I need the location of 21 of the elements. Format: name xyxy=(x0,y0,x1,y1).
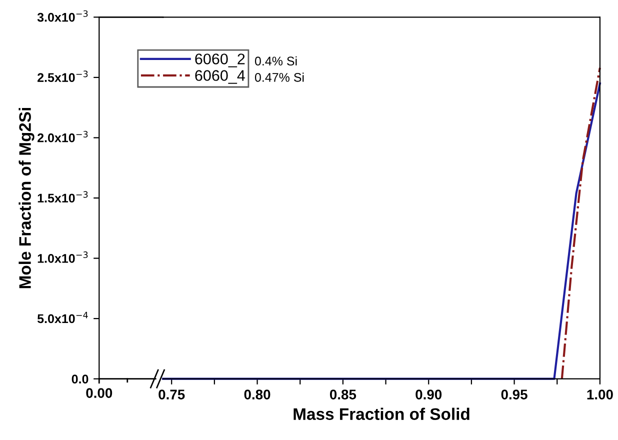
x-tick-label: 1.00 xyxy=(587,390,613,400)
x-tick-label: 0.95 xyxy=(501,390,528,400)
x-tick-label: 0.85 xyxy=(330,390,356,400)
y-tick-label: 5.0x10$^{−4}$ xyxy=(37,312,88,324)
x-tick-label: 0.75 xyxy=(158,390,185,400)
x-tick-label: 0.80 xyxy=(244,390,270,400)
y-tick-label: 3.0x10$^{−3}$ xyxy=(37,10,88,22)
x-axis-title: Mass Fraction of Solid xyxy=(294,408,470,420)
x-tick-label: 0.90 xyxy=(416,390,442,400)
line-series xyxy=(560,66,601,380)
y-tick-label: 2.5x10$^{−3}$ xyxy=(38,70,88,82)
y-tick-label: 1.5x10$^{−3}$ xyxy=(38,191,88,203)
annotation: 0.47% Si xyxy=(254,72,304,82)
y-tick-label: 0.0 xyxy=(72,374,88,384)
text: 0.00 xyxy=(86,388,112,398)
annotation: 0.4% Si xyxy=(254,56,297,66)
y-axis-title: Mole Fraction of Mg2Si xyxy=(18,108,34,288)
legend-label: 6060_2 xyxy=(195,54,245,68)
y-tick-label: 1.0x10$^{−3}$ xyxy=(38,251,88,263)
y-tick-label: 2.0x10$^{−3}$ xyxy=(38,130,88,142)
legend-label: 6060_4 xyxy=(195,70,245,84)
